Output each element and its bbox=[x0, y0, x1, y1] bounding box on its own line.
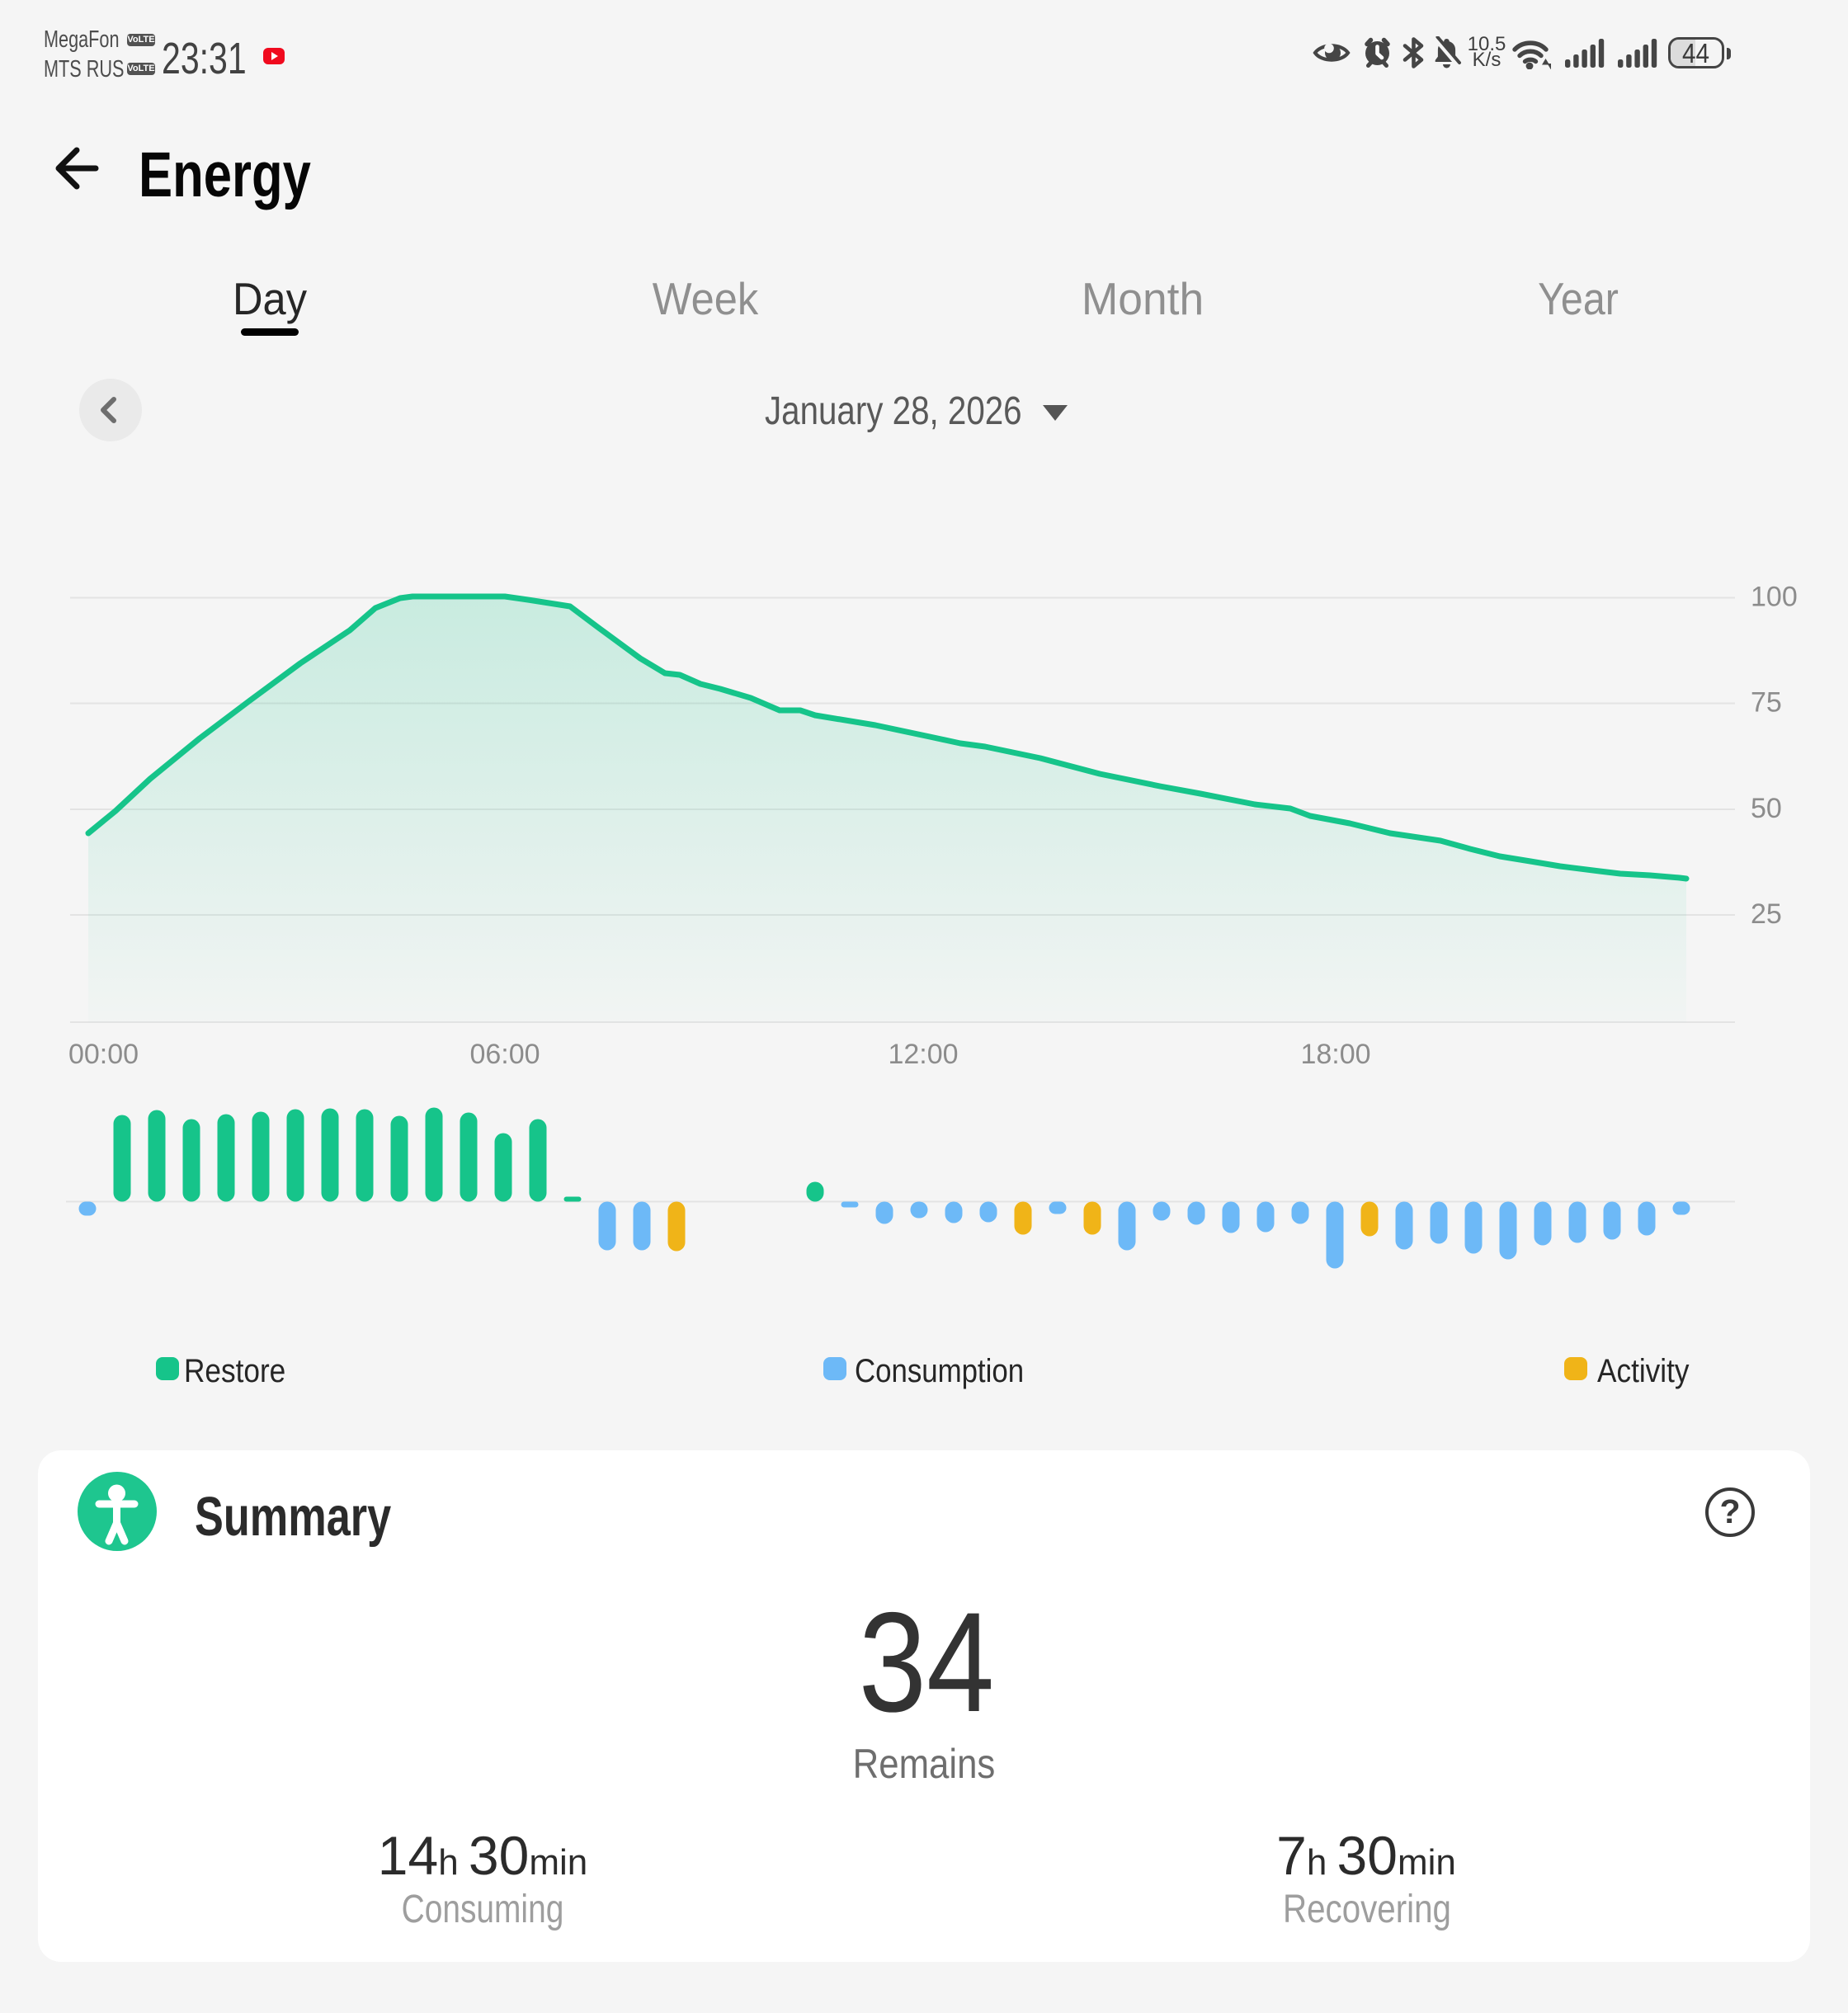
svg-text:100: 100 bbox=[1751, 582, 1798, 613]
svg-text:75: 75 bbox=[1751, 687, 1782, 719]
svg-text:06:00: 06:00 bbox=[469, 1039, 540, 1070]
svg-text:12:00: 12:00 bbox=[888, 1039, 958, 1070]
svg-text:00:00: 00:00 bbox=[68, 1039, 139, 1070]
svg-text:18:00: 18:00 bbox=[1300, 1039, 1370, 1070]
svg-text:25: 25 bbox=[1751, 898, 1782, 930]
svg-text:50: 50 bbox=[1751, 793, 1782, 824]
